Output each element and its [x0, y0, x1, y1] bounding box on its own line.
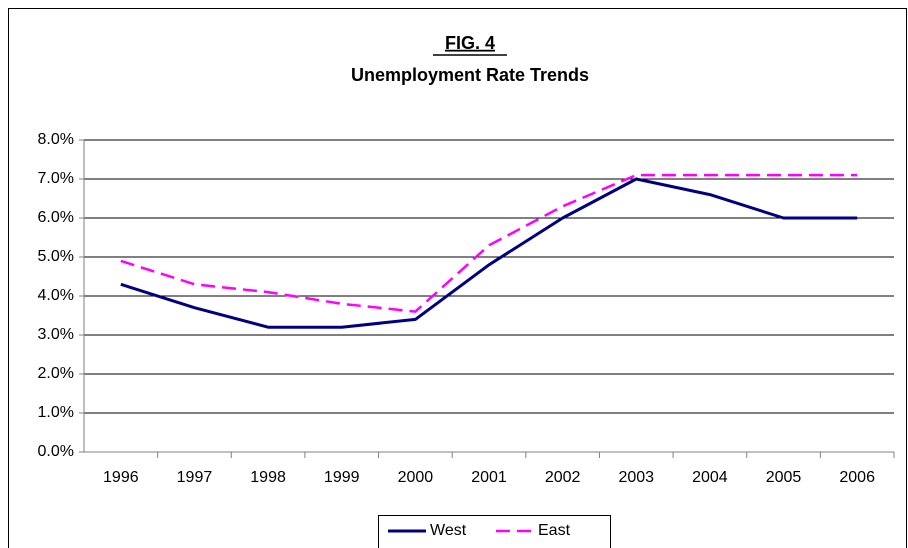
- chart-subtitle: Unemployment Rate Trends: [351, 65, 589, 85]
- x-tick-label: 1996: [103, 469, 139, 486]
- chart-frame: [8, 8, 907, 548]
- x-tick-label: 2003: [618, 469, 654, 486]
- y-tick-label: 2.0%: [38, 365, 74, 382]
- series-line: [120, 177, 858, 329]
- x-tick-label: 2002: [545, 469, 581, 486]
- legend-label: East: [538, 522, 571, 539]
- y-tick-label: 8.0%: [38, 131, 74, 148]
- x-tick-label: 2006: [839, 469, 875, 486]
- y-tick-label: 7.0%: [38, 170, 74, 187]
- x-tick-label: 1998: [250, 469, 286, 486]
- x-tick-label: 2001: [471, 469, 507, 486]
- x-tick-label: 2004: [692, 469, 728, 486]
- y-tick-label: 5.0%: [38, 248, 74, 265]
- y-tick-label: 6.0%: [38, 209, 74, 226]
- legend-label: West: [430, 522, 467, 539]
- series-line: [120, 173, 858, 313]
- y-tick-label: 3.0%: [38, 326, 74, 343]
- chart-title: FIG. 4: [445, 33, 495, 53]
- x-tick-label: 2000: [398, 469, 434, 486]
- y-tick-label: 4.0%: [38, 287, 74, 304]
- x-tick-label: 2005: [766, 469, 802, 486]
- y-tick-label: 1.0%: [38, 404, 74, 421]
- x-tick-label: 1997: [177, 469, 213, 486]
- y-tick-label: 0.0%: [38, 443, 74, 460]
- x-tick-label: 1999: [324, 469, 360, 486]
